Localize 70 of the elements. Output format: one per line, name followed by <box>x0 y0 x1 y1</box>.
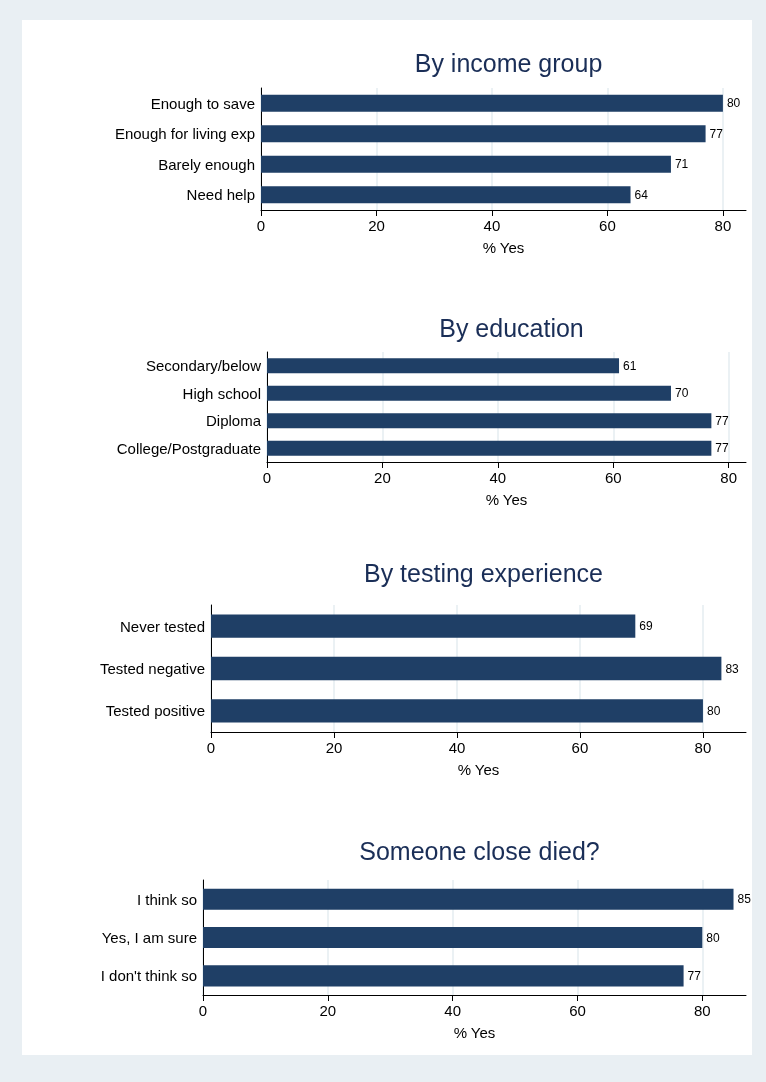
y-tick-label: Diploma <box>205 412 262 430</box>
y-tick-label: Yes, I am sure <box>101 929 197 946</box>
y-tick-label: Enough for living exp <box>114 125 255 143</box>
data-label: 70 <box>674 386 689 401</box>
bar <box>211 656 722 681</box>
data-label: 83 <box>725 661 740 676</box>
y-tick-label: I think so <box>136 890 197 908</box>
bar <box>267 413 712 429</box>
x-tick-label: 40 <box>448 739 466 756</box>
y-tick-label: Tested positive <box>105 702 205 720</box>
chart-title: By testing experience <box>363 558 604 587</box>
x-tick-label: 0 <box>262 469 272 486</box>
bar <box>211 614 636 638</box>
bar <box>267 385 671 401</box>
bar <box>203 888 734 910</box>
bar <box>203 926 703 949</box>
x-tick-label: 40 <box>444 1002 461 1019</box>
bar <box>203 965 684 987</box>
y-tick-label: Never tested <box>119 617 205 635</box>
data-label: 61 <box>623 358 637 373</box>
y-tick-label: Secondary/below <box>145 357 262 375</box>
x-tick-label: 80 <box>694 739 712 756</box>
data-label: 77 <box>687 968 702 983</box>
x-tick-label: 80 <box>720 469 738 486</box>
chart-title: Someone close died? <box>359 836 600 865</box>
x-tick-label: 0 <box>206 739 216 756</box>
bar <box>267 440 712 456</box>
bar <box>261 155 671 173</box>
data-label: 77 <box>709 126 724 141</box>
y-tick-label: Enough to save <box>150 94 255 112</box>
x-tick-label: 20 <box>319 1002 337 1019</box>
data-label: 64 <box>634 187 649 202</box>
data-label: 80 <box>706 703 721 718</box>
x-tick-label: 20 <box>374 469 391 486</box>
y-tick-label: High school <box>182 384 261 402</box>
y-tick-label: Tested negative <box>99 660 205 677</box>
y-tick-label: College/Postgraduate <box>116 439 261 457</box>
x-tick-label: 60 <box>571 739 589 756</box>
x-tick-label: 80 <box>714 217 732 234</box>
y-tick-label: Barely enough <box>158 155 255 173</box>
x-tick-label: 60 <box>604 469 622 486</box>
data-label: 85 <box>737 892 752 907</box>
bar <box>211 699 703 723</box>
data-label: 80 <box>706 930 720 945</box>
x-axis-title: % Yes <box>482 239 525 256</box>
x-tick-label: 40 <box>483 217 501 234</box>
x-axis-title: % Yes <box>453 1024 496 1041</box>
chart-title: By education <box>439 313 584 342</box>
y-tick-label: I don't think so <box>100 967 197 985</box>
x-tick-label: 20 <box>325 739 343 756</box>
data-label: 71 <box>674 157 689 172</box>
x-tick-label: 20 <box>368 217 385 234</box>
x-tick-label: 40 <box>489 469 507 486</box>
bar <box>261 125 706 143</box>
data-label: 77 <box>715 441 730 456</box>
x-tick-label: 0 <box>198 1002 208 1019</box>
x-tick-label: 0 <box>256 217 266 234</box>
x-tick-label: 60 <box>599 217 616 234</box>
data-label: 80 <box>726 96 741 111</box>
bar <box>261 186 631 204</box>
bar <box>261 94 723 112</box>
data-label: 69 <box>639 619 653 634</box>
y-tick-label: Need help <box>186 186 255 204</box>
x-axis-title: % Yes <box>485 491 528 508</box>
chart-title: By income group <box>414 48 603 77</box>
data-label: 77 <box>715 413 730 428</box>
bar <box>267 358 620 374</box>
x-tick-label: 60 <box>569 1002 586 1019</box>
x-tick-label: 80 <box>693 1002 711 1019</box>
x-axis-title: % Yes <box>457 761 500 778</box>
